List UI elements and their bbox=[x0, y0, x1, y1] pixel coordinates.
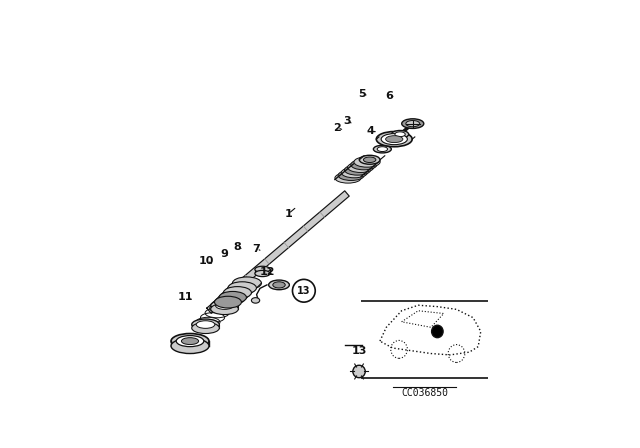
Ellipse shape bbox=[252, 297, 260, 303]
Ellipse shape bbox=[341, 168, 367, 178]
Ellipse shape bbox=[335, 173, 361, 183]
Text: CC036850: CC036850 bbox=[401, 388, 448, 398]
Ellipse shape bbox=[192, 319, 220, 330]
Ellipse shape bbox=[255, 266, 270, 272]
Ellipse shape bbox=[181, 338, 198, 345]
Ellipse shape bbox=[255, 271, 270, 276]
Ellipse shape bbox=[354, 157, 380, 167]
Circle shape bbox=[353, 365, 365, 378]
Ellipse shape bbox=[386, 136, 403, 142]
Ellipse shape bbox=[214, 296, 241, 308]
Text: 10: 10 bbox=[199, 256, 214, 266]
Text: 5: 5 bbox=[358, 89, 366, 99]
Ellipse shape bbox=[377, 146, 388, 151]
Text: 2: 2 bbox=[333, 123, 341, 133]
Ellipse shape bbox=[359, 155, 380, 164]
Text: 4: 4 bbox=[367, 126, 374, 136]
Text: 7: 7 bbox=[253, 244, 260, 254]
Ellipse shape bbox=[219, 292, 246, 303]
Text: 3: 3 bbox=[343, 116, 351, 126]
Ellipse shape bbox=[192, 323, 220, 333]
Text: 11: 11 bbox=[178, 292, 194, 302]
Ellipse shape bbox=[395, 132, 405, 137]
Ellipse shape bbox=[392, 130, 409, 138]
Text: 13: 13 bbox=[297, 286, 310, 296]
Ellipse shape bbox=[373, 145, 391, 153]
Ellipse shape bbox=[376, 132, 412, 147]
Ellipse shape bbox=[364, 157, 376, 163]
Ellipse shape bbox=[344, 165, 371, 175]
Ellipse shape bbox=[196, 321, 215, 328]
Ellipse shape bbox=[228, 282, 257, 294]
Text: 13: 13 bbox=[351, 346, 367, 357]
Ellipse shape bbox=[216, 302, 234, 310]
Text: 6: 6 bbox=[385, 91, 393, 101]
Text: 12: 12 bbox=[260, 267, 275, 277]
Ellipse shape bbox=[406, 121, 420, 127]
Ellipse shape bbox=[223, 287, 252, 299]
Text: 9: 9 bbox=[220, 249, 228, 259]
Ellipse shape bbox=[211, 300, 238, 311]
Ellipse shape bbox=[171, 333, 209, 349]
Text: 8: 8 bbox=[234, 241, 241, 252]
Ellipse shape bbox=[211, 303, 238, 314]
Ellipse shape bbox=[232, 277, 261, 289]
Ellipse shape bbox=[348, 162, 374, 172]
Ellipse shape bbox=[273, 282, 285, 288]
Text: 1: 1 bbox=[284, 209, 292, 219]
Ellipse shape bbox=[402, 119, 424, 129]
Ellipse shape bbox=[171, 338, 209, 353]
Ellipse shape bbox=[176, 336, 204, 347]
Ellipse shape bbox=[381, 134, 408, 145]
Polygon shape bbox=[207, 191, 349, 314]
Ellipse shape bbox=[269, 280, 289, 290]
Ellipse shape bbox=[338, 170, 364, 181]
Circle shape bbox=[292, 280, 316, 302]
Ellipse shape bbox=[351, 159, 377, 170]
